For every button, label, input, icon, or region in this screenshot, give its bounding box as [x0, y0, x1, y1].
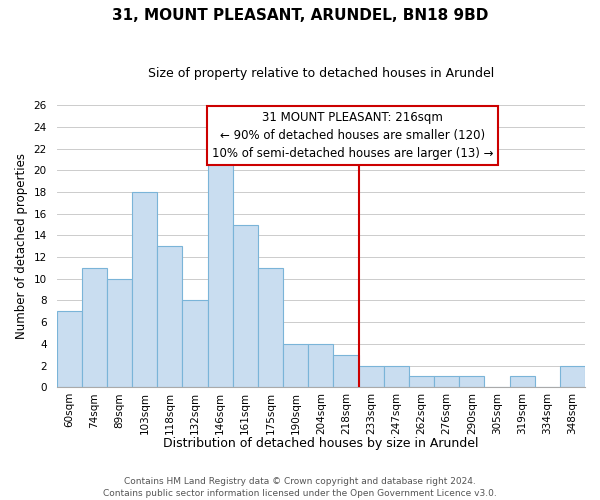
Text: 31 MOUNT PLEASANT: 216sqm
← 90% of detached houses are smaller (120)
10% of semi: 31 MOUNT PLEASANT: 216sqm ← 90% of detac…	[212, 111, 493, 160]
Bar	[409, 376, 434, 387]
Bar	[258, 268, 283, 387]
Text: 31, MOUNT PLEASANT, ARUNDEL, BN18 9BD: 31, MOUNT PLEASANT, ARUNDEL, BN18 9BD	[112, 8, 488, 22]
Y-axis label: Number of detached properties: Number of detached properties	[15, 154, 28, 340]
Bar	[82, 268, 107, 387]
Bar	[107, 279, 132, 387]
Bar	[132, 192, 157, 387]
Bar	[208, 160, 233, 387]
Bar	[509, 376, 535, 387]
Bar	[56, 312, 82, 387]
X-axis label: Distribution of detached houses by size in Arundel: Distribution of detached houses by size …	[163, 437, 479, 450]
Bar	[560, 366, 585, 387]
Bar	[233, 224, 258, 387]
Bar	[383, 366, 409, 387]
Bar	[459, 376, 484, 387]
Bar	[283, 344, 308, 387]
Bar	[308, 344, 334, 387]
Bar	[434, 376, 459, 387]
Bar	[157, 246, 182, 387]
Title: Size of property relative to detached houses in Arundel: Size of property relative to detached ho…	[148, 68, 494, 80]
Bar	[182, 300, 208, 387]
Text: Contains HM Land Registry data © Crown copyright and database right 2024.
Contai: Contains HM Land Registry data © Crown c…	[103, 476, 497, 498]
Bar	[334, 354, 359, 387]
Bar	[359, 366, 383, 387]
